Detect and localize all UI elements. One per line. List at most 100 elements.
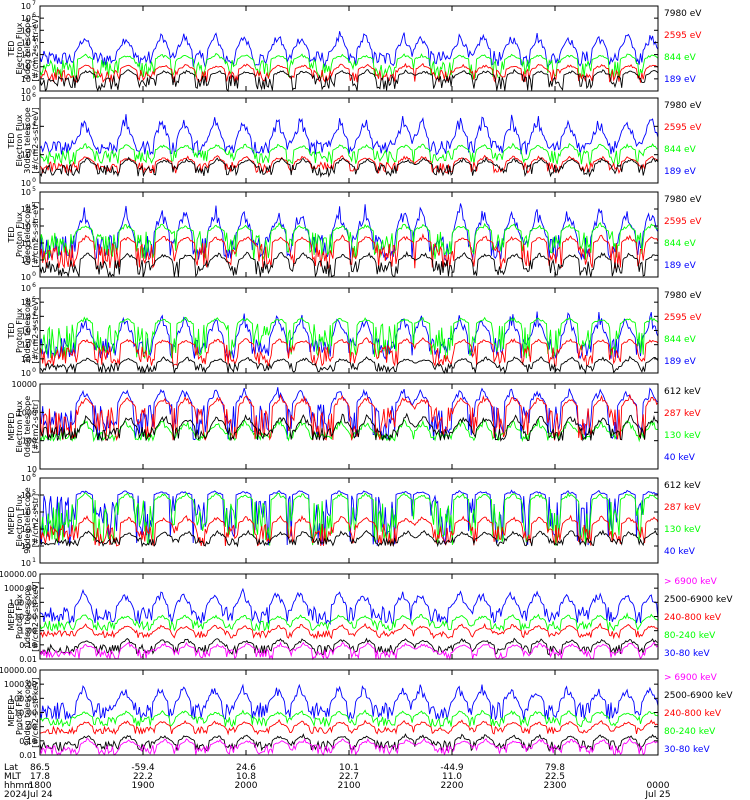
y-axis-label-line: [#/cm2-s-str-eV] bbox=[31, 201, 40, 267]
y-tick-label: 10 bbox=[21, 14, 31, 23]
y-tick-label: 1 bbox=[32, 73, 36, 80]
legend-entry: 2500-6900 keV bbox=[664, 595, 733, 605]
series-line-7980-ev bbox=[39, 156, 659, 178]
y-tick-label: 6 bbox=[32, 92, 36, 99]
y-axis-label: TED Proton Flux 0deg telescope [#/cm2-s-str… bbox=[7, 201, 40, 267]
y-tick-label: 4 bbox=[32, 36, 36, 43]
y-tick-label: 10 bbox=[21, 369, 31, 378]
legend-entry: > 6900 keV bbox=[664, 577, 718, 587]
legend-entry: 80-240 keV bbox=[664, 727, 716, 737]
legend: > 6900 keV 2500-6900 keV 240-800 keV 80-240… bbox=[664, 577, 733, 659]
y-axis-label-line: MEPED bbox=[7, 413, 16, 441]
series-line-844-ev bbox=[39, 142, 659, 167]
legend-entry: 287 keV bbox=[664, 503, 701, 513]
y-tick-label: 2 bbox=[32, 339, 36, 346]
legend: 612 keV 287 keV 130 keV 40 keV bbox=[664, 387, 701, 463]
y-tick-label: 0.10 bbox=[19, 641, 37, 650]
y-tick-label: 10 bbox=[21, 205, 31, 214]
y-tick-label: 10 bbox=[27, 465, 37, 474]
y-tick-label: 0 bbox=[32, 85, 36, 92]
y-tick-label: 10 bbox=[21, 51, 31, 60]
y-tick-label: 10 bbox=[21, 542, 31, 551]
series-line-189-ev bbox=[39, 203, 659, 261]
footer-lat: -44.9 bbox=[440, 763, 464, 773]
footer-date: Jul 24 bbox=[26, 790, 52, 800]
series-line-130-kev bbox=[39, 492, 659, 546]
y-tick-label: 1 bbox=[32, 557, 36, 564]
y-axis-label-line: Electron Flux bbox=[15, 114, 24, 166]
y-tick-label: 10 bbox=[21, 38, 31, 47]
series-line-844-ev bbox=[39, 52, 659, 81]
legend-entry: 844 eV bbox=[664, 335, 697, 345]
series-line-612-kev bbox=[39, 412, 659, 442]
series-line-240-800-kev bbox=[39, 622, 659, 640]
y-axis-label-line: MEPED bbox=[7, 603, 16, 631]
y-tick-label: 1 bbox=[32, 353, 36, 360]
plot-frame bbox=[39, 191, 659, 278]
y-tick-label: 10 bbox=[21, 179, 31, 188]
y-tick-label: 10 bbox=[21, 239, 31, 248]
y-tick-label: 5 bbox=[32, 24, 36, 31]
y-axis-label: TED Electron Flux 0deg telescope [#/cm2-s-s… bbox=[7, 15, 40, 81]
legend-entry: 189 eV bbox=[664, 261, 697, 271]
series-line-2500-6900-kev bbox=[39, 637, 659, 656]
y-axis-label-line: Proton Flux bbox=[15, 594, 24, 639]
legend-entry: 2595 eV bbox=[664, 31, 702, 41]
y-axis-label: TED Electron Flux 30deg telescope [#/cm2-s-… bbox=[7, 107, 40, 174]
y-axis-label-line: 30deg telescope bbox=[23, 297, 32, 364]
plot-frame bbox=[39, 287, 659, 374]
y-tick-label: 0.01 bbox=[19, 655, 37, 664]
y-tick-label: 0 bbox=[32, 271, 36, 278]
y-tick-label: 10.00 bbox=[14, 709, 37, 718]
footer-row-label: hhmm bbox=[4, 781, 33, 791]
legend-entry: 189 eV bbox=[664, 167, 697, 177]
footer-hhmm: 2300 bbox=[544, 781, 567, 791]
y-tick-label: 10 bbox=[21, 284, 31, 293]
y-axis-label-line: 0deg telescope bbox=[23, 586, 32, 647]
footer-mlt: 17.8 bbox=[30, 772, 50, 782]
y-axis-label: MEPED Proton Flux 90deg telescope [#/cm2-s-… bbox=[7, 677, 40, 748]
footer-mlt: 10.8 bbox=[236, 772, 256, 782]
series-line-2595-ev bbox=[39, 233, 659, 270]
y-tick-label: 10 bbox=[21, 273, 31, 282]
y-tick-label: 10 bbox=[21, 491, 31, 500]
y-tick-label: 100.00 bbox=[9, 598, 37, 607]
y-axis-label-line: Electron Flux bbox=[15, 494, 24, 546]
legend: 7980 eV 2595 eV 844 eV 189 eV bbox=[664, 195, 702, 271]
y-tick-label: 2 bbox=[32, 540, 36, 547]
legend-entry: 130 keV bbox=[664, 431, 701, 441]
legend-entry: 7980 eV bbox=[664, 291, 702, 301]
y-axis-label: MEPED Proton Flux 0deg telescope [#/cm2-s-s… bbox=[7, 581, 40, 652]
y-tick-label: 1 bbox=[32, 254, 36, 261]
series-line-2500-6900-kev bbox=[39, 733, 659, 752]
legend: 7980 eV 2595 eV 844 eV 189 eV bbox=[664, 291, 702, 367]
legend-entry: 130 keV bbox=[664, 525, 701, 535]
series-line-80-240-kev bbox=[39, 612, 659, 632]
y-axis-label-line: TED bbox=[7, 322, 16, 339]
y-tick-label: 10 bbox=[21, 87, 31, 96]
y-tick-label: 4 bbox=[32, 120, 36, 127]
legend-entry: 7980 eV bbox=[664, 195, 702, 205]
y-tick-label: 10 bbox=[21, 508, 31, 517]
legend-entry: 30-80 keV bbox=[664, 745, 710, 755]
y-axis-label-line: [#/cm2-s-str-keV] bbox=[31, 677, 40, 748]
y-tick-label: 4 bbox=[32, 506, 36, 513]
plot-frame bbox=[39, 97, 659, 184]
legend-entry: 240-800 keV bbox=[664, 613, 722, 623]
legend-entry: 40 keV bbox=[664, 453, 696, 463]
series-line-40-kev bbox=[39, 387, 659, 441]
y-tick-label: 6 bbox=[32, 472, 36, 479]
panel-meped-proton-90deg: 0.01 0.10 1.00 10.00 100.00 1000.00 10000.00 ME… bbox=[0, 666, 733, 760]
y-axis-label-line: 30deg telescope bbox=[23, 107, 32, 174]
y-tick-label: 10000.00 bbox=[0, 666, 37, 675]
y-tick-label: 10 bbox=[21, 63, 31, 72]
y-axis-label-line: TED bbox=[7, 226, 16, 243]
y-tick-label: 10.00 bbox=[14, 613, 37, 622]
y-axis-label-line: [#/cm2-s-str] bbox=[31, 400, 40, 453]
y-axis-label: MEPED Electron Flux 90deg telescope [#/cm2-… bbox=[7, 487, 40, 554]
y-axis-label-line: MEPED bbox=[7, 699, 16, 727]
legend: 7980 eV 2595 eV 844 eV 189 eV bbox=[664, 9, 702, 85]
y-axis-label-line: Electron Flux bbox=[15, 400, 24, 452]
